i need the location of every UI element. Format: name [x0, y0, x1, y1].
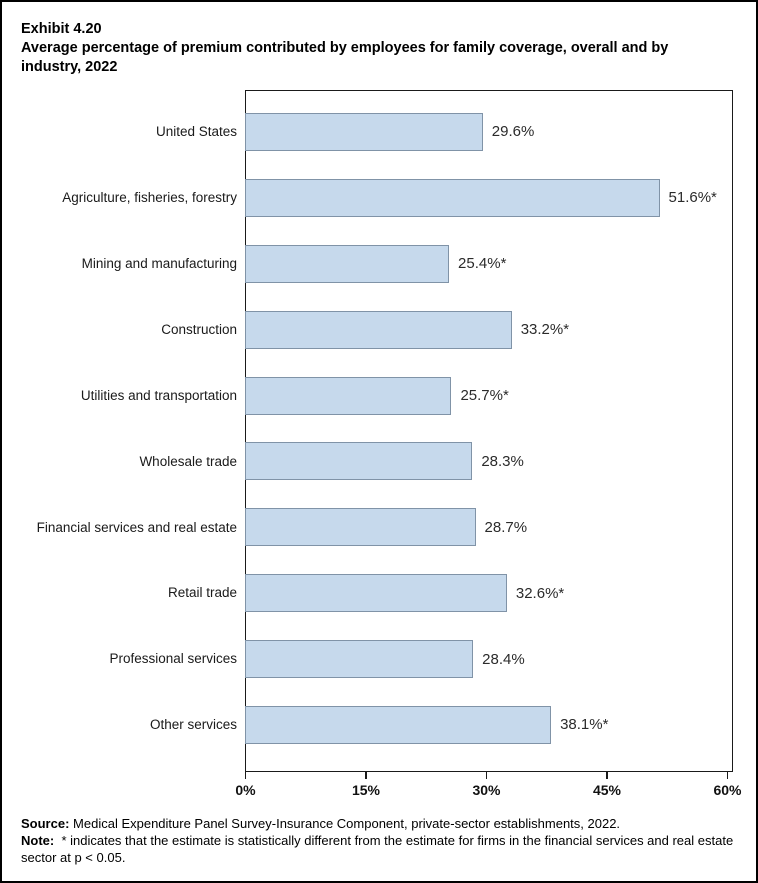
- value-label: 28.3%: [481, 452, 524, 470]
- bar: [245, 376, 452, 415]
- bar: [245, 178, 660, 217]
- bar: [245, 640, 474, 679]
- category-label: Mining and manufacturing: [81, 255, 237, 271]
- value-label: 51.6%*: [668, 189, 717, 207]
- bar: [245, 574, 507, 613]
- value-label: 25.4%*: [458, 255, 507, 273]
- source-line: Source: Medical Expenditure Panel Survey…: [21, 815, 737, 832]
- bar-row: Retail trade 32.6%*: [2, 560, 756, 626]
- bar-row: Mining and manufacturing 25.4%*: [2, 231, 756, 297]
- category-label: Agriculture, fisheries, forestry: [62, 190, 237, 206]
- bar-row: United States 29.6%: [2, 99, 756, 165]
- category-label: Construction: [161, 321, 237, 337]
- category-label: Retail trade: [167, 585, 237, 601]
- x-axis-tick-mark: [726, 772, 729, 779]
- x-axis-tick-label: 45%: [592, 782, 622, 798]
- value-label: 25.7%*: [460, 387, 509, 404]
- bar-row: Utilities and transportation 25.7%*: [2, 363, 756, 429]
- bar-row: Professional services 28.4%: [2, 626, 756, 692]
- note-text: * indicates that the estimate is statist…: [21, 833, 734, 865]
- bar: [245, 508, 476, 547]
- category-label: Other services: [149, 717, 237, 733]
- category-label: Utilities and transportation: [80, 387, 237, 403]
- exhibit-number: Exhibit 4.20: [21, 21, 102, 37]
- source-text: Medical Expenditure Panel Survey-Insuran…: [73, 816, 621, 831]
- value-label: 38.1%*: [560, 716, 609, 734]
- bar: [245, 442, 473, 481]
- bar-row: Other services 38.1%*: [2, 692, 756, 758]
- value-label: 32.6%*: [515, 584, 565, 602]
- x-axis-tick-label: 30%: [472, 782, 501, 798]
- value-label: 29.6%: [491, 123, 535, 141]
- x-axis-tick-label: 15%: [351, 782, 381, 798]
- category-label: Professional services: [109, 651, 237, 667]
- bar: [245, 244, 450, 283]
- x-axis-tick-label: 0%: [235, 782, 256, 798]
- x-axis-tick-label: 60%: [713, 782, 742, 798]
- value-label: 28.4%: [482, 650, 525, 668]
- bar: [245, 310, 512, 349]
- bar-row: Financial services and real estate 28.7%: [2, 494, 756, 560]
- source-label: Source:: [21, 816, 70, 831]
- value-label: 28.7%: [484, 518, 528, 536]
- bar-row: Wholesale trade 28.3%: [2, 428, 756, 494]
- note-line: Note: * indicates that the estimate is s…: [21, 832, 737, 866]
- category-label: United States: [155, 124, 237, 140]
- bar-rows: United States 29.6% Agriculture, fisheries…: [2, 90, 756, 772]
- footnotes: Source: Medical Expenditure Panel Survey…: [21, 815, 737, 866]
- bar-row: Agriculture, fisheries, forestry 51.6%*: [2, 165, 756, 231]
- note-label: Note:: [21, 833, 55, 848]
- value-label: 33.2%*: [520, 321, 570, 339]
- x-axis-tick-mark: [606, 772, 608, 779]
- category-label: Financial services and real estate: [36, 519, 237, 535]
- chart-title: Average percentage of premium contribute…: [21, 40, 669, 75]
- bar: [245, 112, 483, 151]
- x-axis-tick-mark: [244, 772, 247, 779]
- bar-row: Construction 33.2%*: [2, 297, 756, 363]
- category-label: Wholesale trade: [139, 453, 237, 469]
- bar: [245, 705, 552, 744]
- chart-header: Exhibit 4.20 Average percentage of premi…: [21, 20, 727, 77]
- x-axis-tick-mark: [365, 772, 367, 779]
- x-axis-tick-mark: [485, 772, 488, 779]
- plot-border: [245, 90, 733, 772]
